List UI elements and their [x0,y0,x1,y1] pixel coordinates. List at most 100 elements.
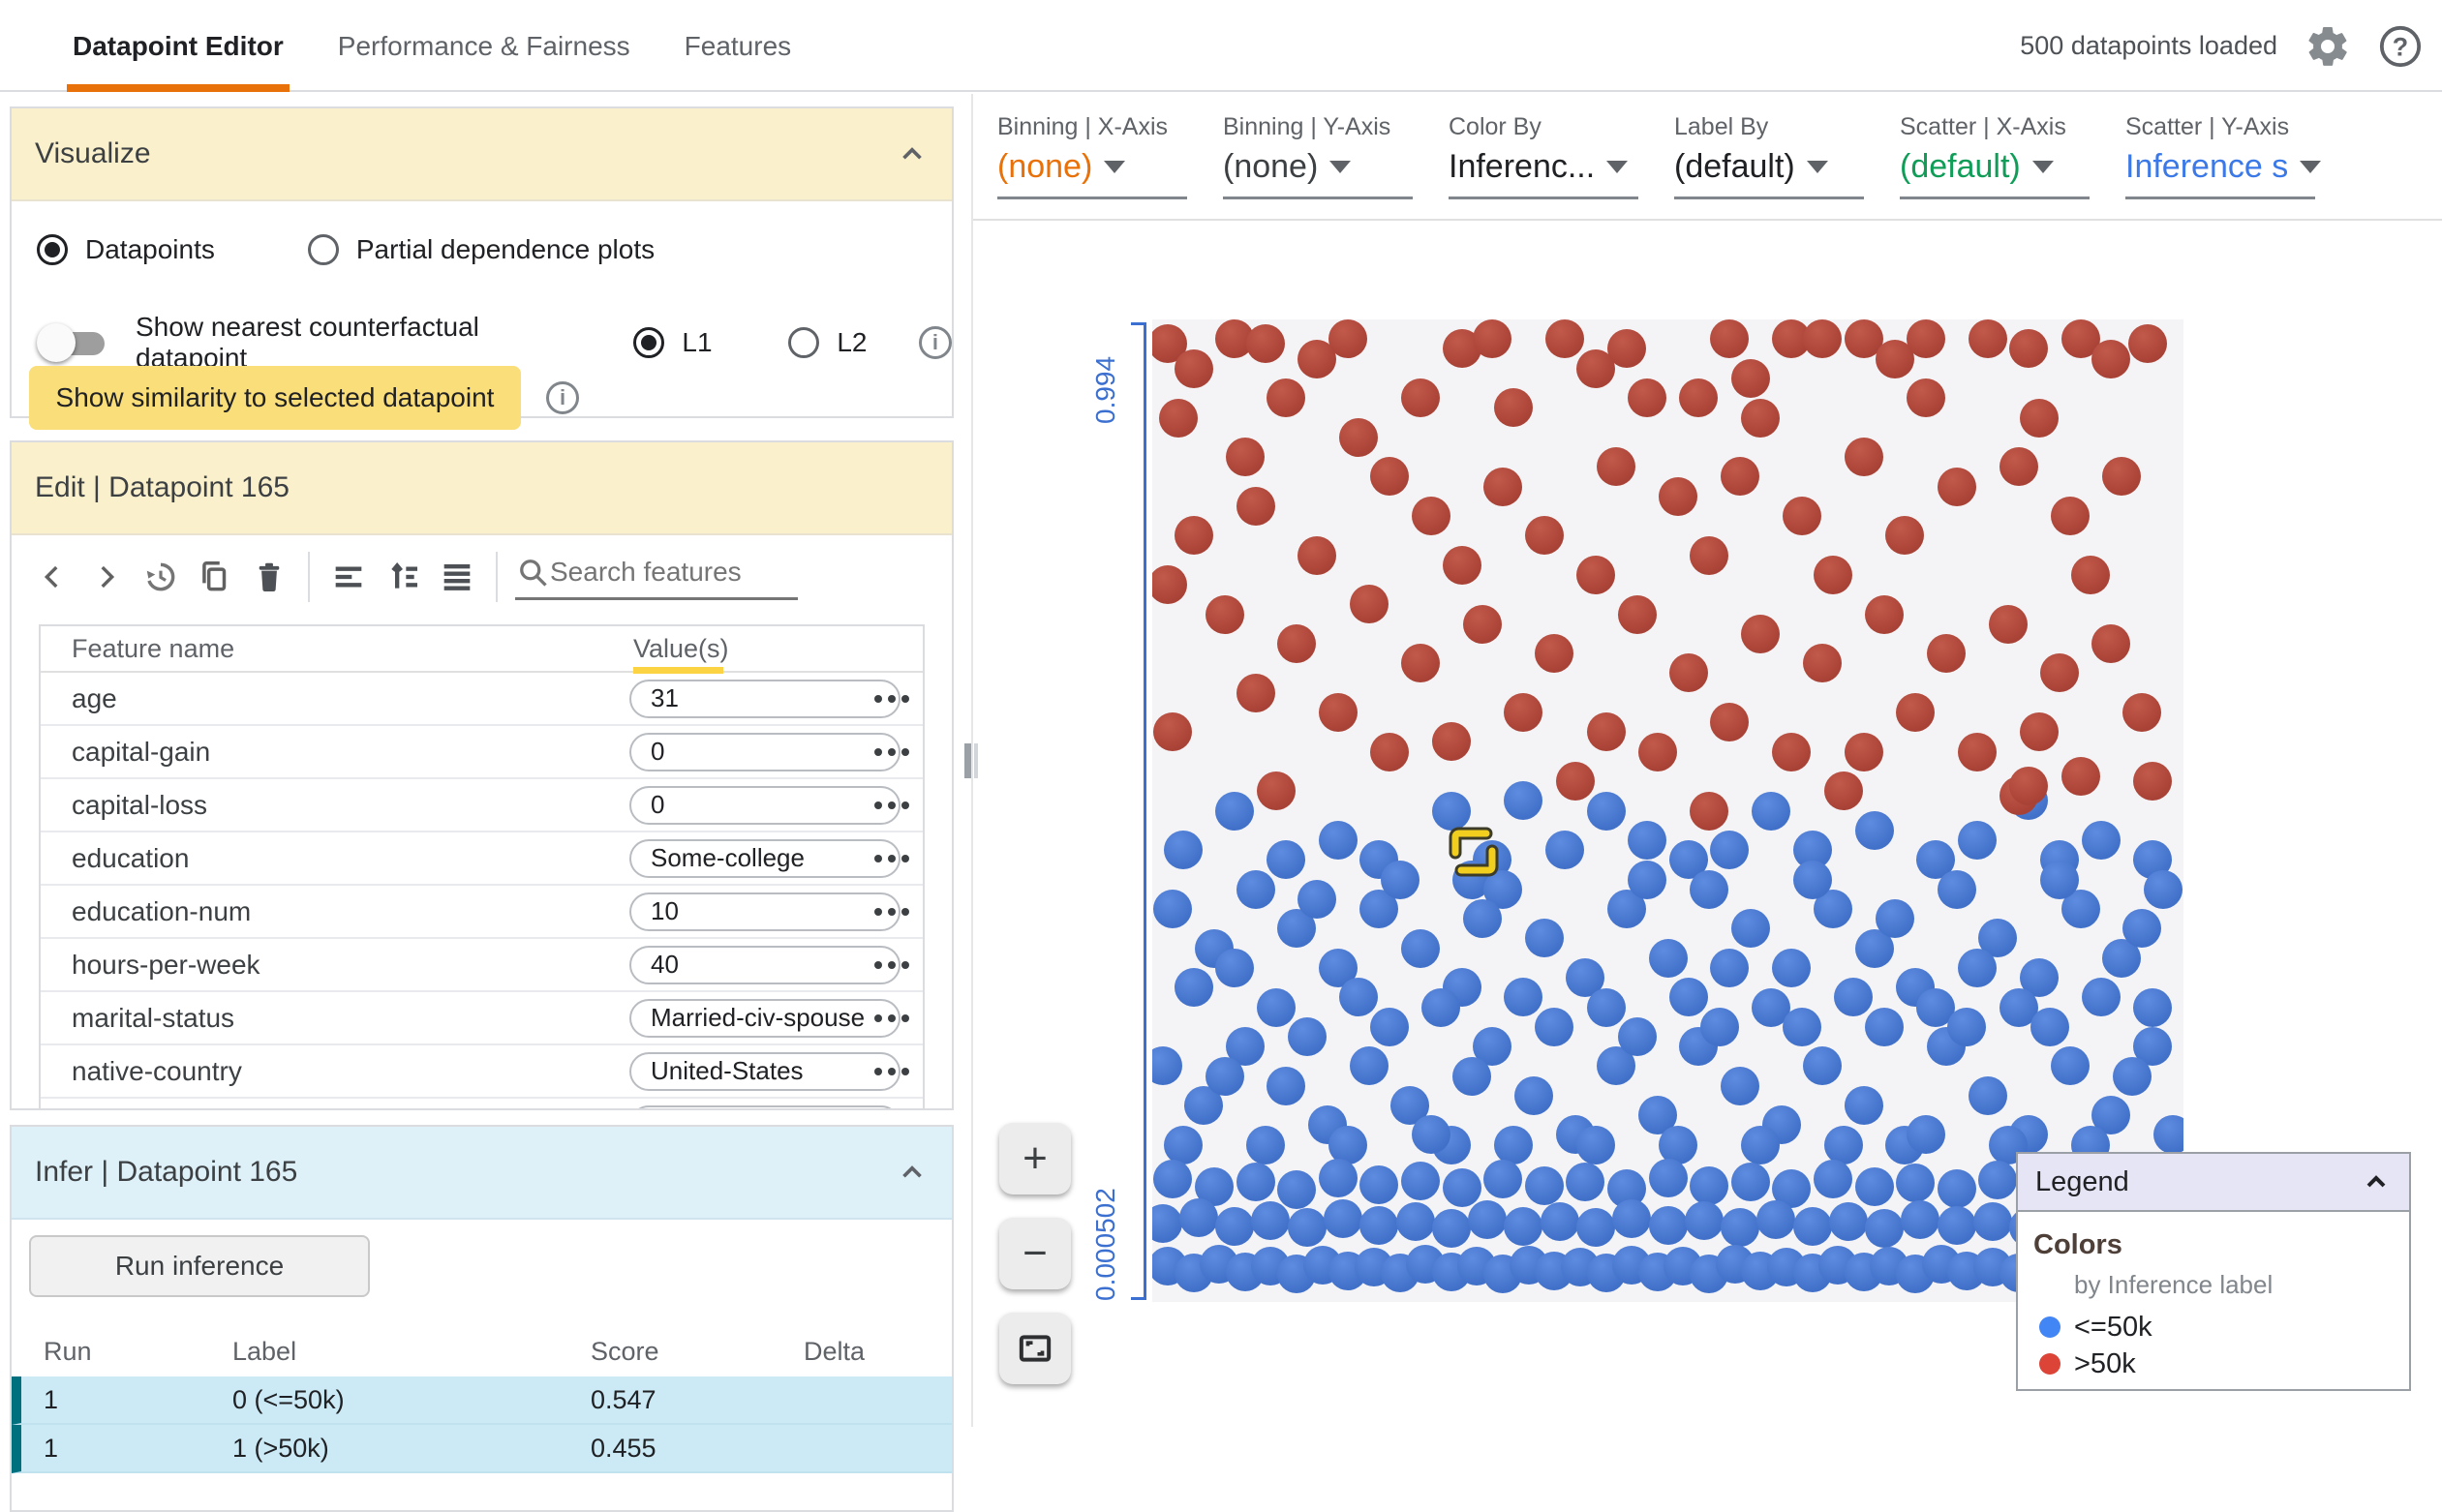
datapoint-blue[interactable] [1648,1159,1688,1198]
datapoint-red[interactable] [1721,457,1760,497]
zoom-in-button[interactable]: + [999,1123,1071,1194]
reset-view-button[interactable] [999,1313,1071,1384]
datapoint-blue[interactable] [1865,1007,1905,1046]
tab-performance-fairness[interactable]: Performance & Fairness [337,30,630,61]
help-icon[interactable]: ? [2378,24,2423,69]
datapoint-red[interactable] [1668,653,1708,693]
datapoint-red[interactable] [1628,378,1667,418]
datapoint-red[interactable] [1277,623,1317,663]
datapoint-blue[interactable] [1710,831,1750,870]
datapoint-blue[interactable] [1834,978,1874,1017]
datapoint-blue[interactable] [1854,810,1894,850]
datapoint-blue[interactable] [2040,860,2080,899]
datapoint-blue[interactable] [1431,1208,1471,1248]
datapoint-blue[interactable] [1421,987,1461,1027]
datapoint-red[interactable] [1741,398,1781,438]
datapoint-blue[interactable] [1617,1016,1657,1056]
datapoint-red[interactable] [1205,594,1244,634]
feature-menu-icon[interactable] [874,960,909,969]
datapoint-blue[interactable] [1690,1166,1729,1206]
feature-menu-icon[interactable] [874,1013,909,1022]
datapoint-blue[interactable] [2143,869,2183,909]
datapoint-red[interactable] [1865,594,1905,634]
datapoint-blue[interactable] [1318,1159,1358,1198]
datapoint-blue[interactable] [1287,1207,1327,1247]
datapoint-blue[interactable] [1178,1197,1218,1237]
datapoint-red[interactable] [1152,565,1187,605]
datapoint-blue[interactable] [1896,1164,1936,1203]
dropdown-arrow-icon[interactable] [1104,161,1126,173]
datapoint-red[interactable] [1256,771,1296,811]
datapoint-red[interactable] [2122,693,2162,732]
datapoint-blue[interactable] [2081,978,2121,1017]
datapoint-red[interactable] [1637,732,1677,771]
dropdown-arrow-icon[interactable] [2031,161,2054,173]
datapoint-blue[interactable] [1395,1201,1435,1241]
datapoint-blue[interactable] [1318,820,1358,860]
dropdown-arrow-icon[interactable] [1329,161,1352,173]
datapoint-blue[interactable] [1359,1205,1399,1245]
datapoint-blue[interactable] [1324,1198,1363,1238]
revert-history-icon[interactable] [134,550,188,604]
datapoint-blue[interactable] [1947,1007,1987,1046]
datapoint-blue[interactable] [1287,1016,1327,1056]
datapoint-red[interactable] [1545,319,1584,359]
datapoint-red[interactable] [1617,594,1657,634]
feature-menu-icon[interactable] [874,694,909,703]
datapoint-blue[interactable] [1710,948,1750,987]
datapoint-blue[interactable] [1690,869,1729,909]
radio-partial-dependence[interactable] [307,234,339,265]
datapoint-red[interactable] [1236,486,1275,526]
datapoint-red[interactable] [2091,623,2131,663]
datapoint-blue[interactable] [1854,1167,1894,1207]
similarity-info-icon[interactable]: i [546,381,579,414]
datapoint-red[interactable] [1297,535,1337,575]
datapoint-red[interactable] [1349,585,1389,624]
datapoint-red[interactable] [2060,756,2100,796]
datapoint-blue[interactable] [2050,1046,2090,1086]
color-by-value[interactable]: Inferenc... [1449,148,1596,185]
datapoint-red[interactable] [1246,324,1286,364]
datapoint-blue[interactable] [1152,1203,1182,1243]
datapoint-blue[interactable] [1153,1160,1193,1199]
datapoint-red[interactable] [1927,634,1967,674]
datapoint-red[interactable] [1555,762,1595,801]
dropdown-arrow-icon[interactable] [2300,161,2322,173]
datapoint-blue[interactable] [1359,1165,1399,1205]
datapoint-blue[interactable] [2112,1056,2152,1096]
datapoint-red[interactable] [1153,712,1193,752]
datapoint-blue[interactable] [1648,1205,1688,1245]
datapoint-blue[interactable] [1163,1125,1203,1164]
datapoint-red[interactable] [1411,497,1450,535]
datapoint-red[interactable] [1174,516,1213,556]
datapoint-red[interactable] [1318,693,1358,732]
datapoint-blue[interactable] [1978,1161,2018,1200]
datapoint-blue[interactable] [1297,879,1337,919]
datapoint-red[interactable] [1597,447,1636,487]
datapoint-red[interactable] [1524,516,1564,556]
settings-gear-icon[interactable] [2305,23,2351,70]
radio-datapoints[interactable] [37,234,68,265]
radio-l1[interactable] [633,327,665,358]
datapoint-red[interactable] [1473,319,1512,359]
feature-value-input[interactable]: 40 [629,945,900,984]
datapoint-blue[interactable] [1540,1201,1579,1241]
datapoint-red[interactable] [1741,614,1781,653]
datapoint-red[interactable] [1267,378,1306,418]
datapoint-blue[interactable] [1659,1125,1698,1164]
datapoint-blue[interactable] [1504,781,1543,821]
datapoint-red[interactable] [1369,457,1409,497]
counterfactual-toggle[interactable] [37,323,108,362]
datapoint-red[interactable] [2127,324,2167,364]
datapoint-red[interactable] [1803,644,1843,683]
datapoint-blue[interactable] [1236,869,1275,909]
datapoint-blue[interactable] [1215,1206,1255,1246]
reorder-list-icon[interactable] [430,550,484,604]
datapoint-red[interactable] [2009,767,2049,806]
datapoint-red[interactable] [1690,791,1729,831]
datapoint-red[interactable] [1937,467,1976,506]
radio-l2[interactable] [788,327,820,358]
datapoint-blue[interactable] [1411,1115,1450,1155]
datapoint-blue[interactable] [1153,890,1193,928]
datapoint-blue[interactable] [1752,791,1790,831]
